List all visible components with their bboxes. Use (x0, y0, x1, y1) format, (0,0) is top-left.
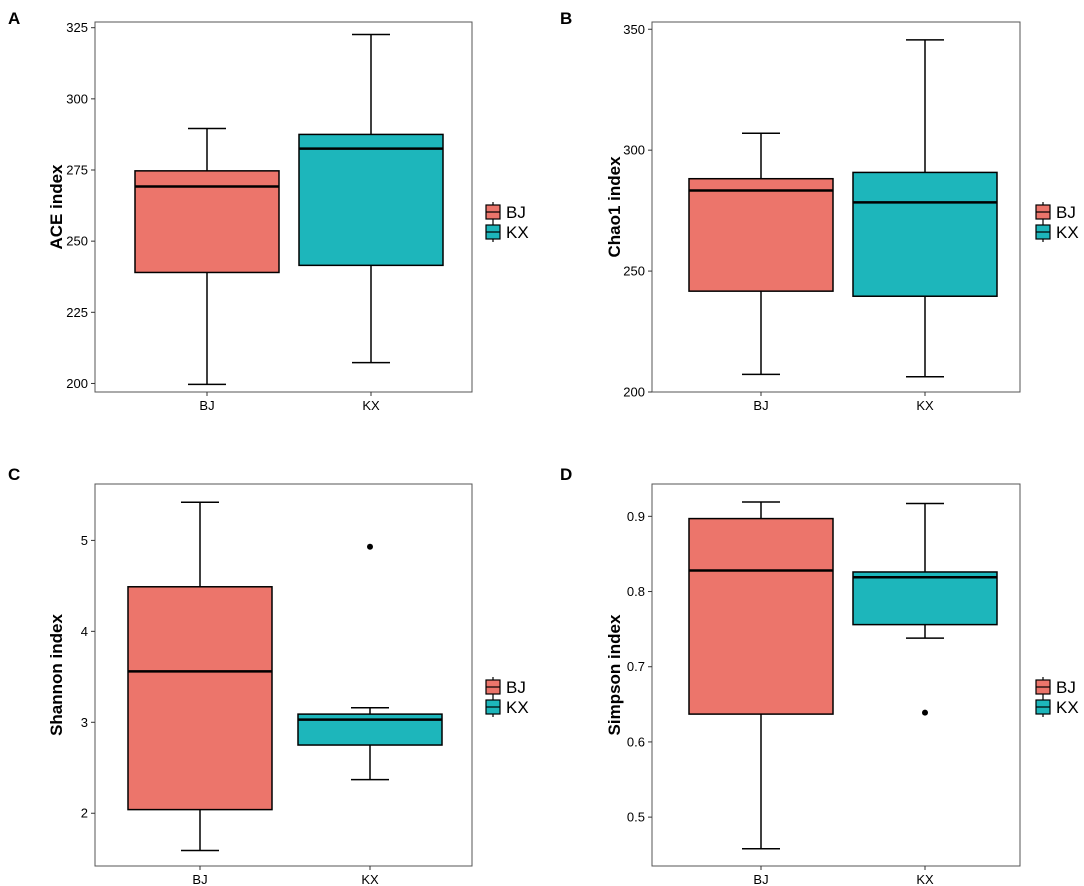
legend-key-kx (485, 697, 501, 717)
legend-key-bj (485, 202, 501, 222)
y-tick-label: 325 (66, 20, 88, 35)
y-tick-label: 225 (66, 305, 88, 320)
box-iqr (298, 133, 444, 267)
legend-key-kx (1035, 697, 1051, 717)
y-tick-label: 0.9 (627, 509, 645, 524)
legend-label-bj: BJ (1056, 203, 1076, 222)
y-tick-label: 275 (66, 163, 88, 178)
panel-letter: D (560, 465, 572, 484)
plot-frame (651, 21, 1021, 393)
x-tick-label: BJ (199, 398, 214, 413)
box-kx (852, 39, 998, 378)
box-iqr (852, 571, 998, 626)
y-axis-label: ACE index (47, 164, 66, 250)
legend-label-kx: KX (1056, 698, 1079, 717)
y-tick-label: 3 (81, 715, 88, 730)
x-tick-label: BJ (192, 872, 207, 886)
y-axis-label: Chao1 index (605, 156, 624, 258)
outlier-point (367, 543, 373, 550)
y-tick-label: 5 (81, 533, 88, 548)
y-tick-label: 2 (81, 806, 88, 821)
x-tick-label: KX (361, 872, 379, 886)
plot-frame (94, 21, 473, 393)
y-tick-label: 300 (623, 143, 645, 158)
panel-letter: A (8, 9, 20, 28)
box-kx (852, 502, 998, 716)
y-axis-label: Shannon index (47, 614, 66, 736)
outlier-point (922, 709, 928, 716)
y-tick-label: 0.6 (627, 734, 645, 749)
box-kx (297, 543, 443, 781)
y-tick-label: 0.5 (627, 810, 645, 825)
box-bj (134, 127, 280, 386)
legend-label-bj: BJ (506, 203, 526, 222)
box-iqr (688, 517, 834, 715)
legend-label-bj: BJ (506, 678, 526, 697)
box-iqr (852, 171, 998, 297)
box-iqr (127, 586, 273, 811)
box-bj (688, 132, 834, 376)
y-tick-label: 200 (66, 376, 88, 391)
y-tick-label: 0.8 (627, 584, 645, 599)
legend-key-kx (1035, 222, 1051, 242)
y-tick-label: 250 (66, 234, 88, 249)
plot-frame (651, 483, 1021, 867)
x-tick-label: KX (916, 398, 934, 413)
x-tick-label: BJ (753, 872, 768, 886)
legend-key-bj (485, 677, 501, 697)
legend-key-bj (1035, 202, 1051, 222)
x-tick-label: KX (362, 398, 380, 413)
x-tick-label: BJ (753, 398, 768, 413)
legend-key-bj (1035, 677, 1051, 697)
y-tick-label: 4 (81, 624, 88, 639)
legend-label-bj: BJ (1056, 678, 1076, 697)
box-iqr (688, 177, 834, 292)
panel-letter: C (8, 465, 20, 484)
panel-letter: B (560, 9, 572, 28)
y-tick-label: 200 (623, 385, 645, 400)
box-bj (688, 501, 834, 850)
y-tick-label: 0.7 (627, 659, 645, 674)
box-kx (298, 33, 444, 364)
legend-label-kx: KX (1056, 223, 1079, 242)
y-tick-label: 350 (623, 22, 645, 37)
y-tick-label: 250 (623, 264, 645, 279)
y-tick-label: 300 (66, 91, 88, 106)
legend-label-kx: KX (506, 698, 529, 717)
plot-frame (94, 483, 473, 867)
box-iqr (134, 170, 280, 274)
legend-key-kx (485, 222, 501, 242)
box-bj (127, 501, 273, 852)
x-tick-label: KX (916, 872, 934, 886)
legend-label-kx: KX (506, 223, 529, 242)
y-axis-label: Simpson index (605, 614, 624, 735)
